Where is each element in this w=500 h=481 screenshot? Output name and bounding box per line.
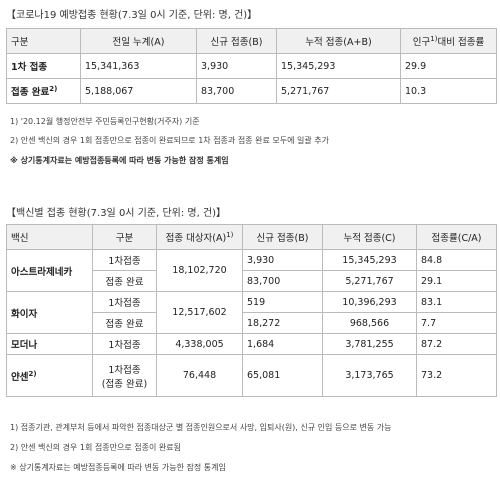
row-label: 1차 접종 bbox=[6, 53, 81, 79]
dose-kind-text: 접종 완료 bbox=[105, 277, 144, 288]
header-text: 인구 bbox=[412, 37, 431, 48]
dose-kind-text: 접종 완료 bbox=[105, 319, 144, 330]
header-row: 백신 구분 접종 대상자(A)1) 신규 접종(B) 누적 접종(C) 접종률(… bbox=[6, 224, 497, 250]
vaccine-text: 아스트라제네카 bbox=[11, 266, 73, 278]
vaccine-table: 백신 구분 접종 대상자(A)1) 신규 접종(B) 누적 접종(C) 접종률(… bbox=[6, 224, 497, 397]
cell: 15,341,363 bbox=[80, 53, 197, 79]
footnote: 2) 안센 백신의 경우 1회 접종만으로 접종이 완료되므로 1차 접종과 접… bbox=[10, 136, 329, 145]
section-title: 【백신별 접종 현황(7.3일 0시 기준, 단위: 명, 건)】 bbox=[6, 208, 227, 219]
section-title: 【코로나19 예방접종 현황(7.3일 0시 기준, 단위: 명, 건)】 bbox=[6, 10, 258, 21]
cell: 5,271,767 bbox=[276, 78, 401, 104]
cell: 15,345,293 bbox=[322, 249, 417, 271]
target-count: 18,102,720 bbox=[156, 249, 243, 292]
row-label: 접종 완료2) bbox=[6, 78, 81, 104]
cell: 5,188,067 bbox=[80, 78, 197, 104]
header-cell: 누적 접종(A+B) bbox=[276, 28, 401, 54]
target-count: 76,448 bbox=[156, 354, 243, 397]
footnote-mark: 1) bbox=[226, 230, 234, 239]
footnote: 1) 접종기관, 관계부처 등에서 파악한 접종대상군 별 접종인원으로서 사망… bbox=[10, 423, 392, 432]
vaccine-text: 화이자 bbox=[11, 308, 38, 320]
cell: 10.3 bbox=[400, 78, 497, 104]
footnote-mark: 2) bbox=[28, 369, 37, 378]
header-cell: 신규 접종(B) bbox=[242, 224, 323, 250]
dose-kind-text: 1차접종 bbox=[108, 298, 141, 309]
cell: 519 bbox=[242, 291, 323, 313]
cell: 18,272 bbox=[242, 312, 323, 334]
cell: 7.7 bbox=[416, 312, 497, 334]
status-table: 구분 전일 누계(A) 신규 접종(B) 누적 접종(A+B) 인구1)대비 접… bbox=[6, 28, 497, 104]
dose-kind: 1차접종 bbox=[92, 333, 157, 355]
cell: 3,930 bbox=[196, 53, 277, 79]
vaccine-text: 얀센 bbox=[11, 371, 29, 383]
cell: 5,271,767 bbox=[322, 270, 417, 292]
header-cell: 전일 누계(A) bbox=[80, 28, 197, 54]
cell: 87.2 bbox=[416, 333, 497, 355]
footnote: 1) '20.12월 행정안전부 주민등록인구현황(거주자) 기준 bbox=[10, 117, 200, 126]
dose-kind: 1차접종 (접종 완료) bbox=[92, 354, 157, 397]
header-cell: 인구1)대비 접종률 bbox=[400, 28, 497, 54]
dose-kind: 접종 완료 bbox=[92, 270, 157, 292]
table-body: 아스트라제네카 1차접종 18,102,720 3,930 15,345,293 84.8… bbox=[6, 249, 497, 397]
cell: 15,345,293 bbox=[276, 53, 401, 79]
header-text: 대비 접종률 bbox=[437, 37, 485, 48]
label-text: 접종 완료 bbox=[11, 87, 50, 98]
cell: 968,566 bbox=[322, 312, 417, 334]
dose-kind-text: 1차접종 bbox=[108, 256, 141, 267]
cell: 3,781,255 bbox=[322, 333, 417, 355]
row: 접종 완료2) 5,188,067 83,700 5,271,767 10.3 bbox=[6, 78, 497, 104]
footnote: ※ 상기통계자료는 예방접종등록에 따라 변동 가능한 잠정 통계임 bbox=[10, 156, 229, 165]
vaccine-name: 얀센2) bbox=[6, 354, 93, 397]
cell: 83,700 bbox=[242, 270, 323, 292]
vaccine-name: 아스트라제네카 bbox=[6, 249, 93, 292]
cell: 73.2 bbox=[416, 354, 497, 397]
cell: 84.8 bbox=[416, 249, 497, 271]
cell: 83,700 bbox=[196, 78, 277, 104]
footnote: ※ 상기통계자료는 예방접종등록에 따라 변동 가능한 잠정 통계임 bbox=[10, 463, 226, 472]
row: 아스트라제네카 1차접종 18,102,720 3,930 15,345,293 84.8 bbox=[6, 249, 497, 292]
dose-kind-text: 1차접종 bbox=[108, 364, 141, 376]
dose-kind: 1차접종 bbox=[92, 291, 157, 313]
cell: 3,930 bbox=[242, 249, 323, 271]
header-cell: 백신 bbox=[6, 224, 93, 250]
header-cell: 신규 접종(B) bbox=[196, 28, 277, 54]
footnote-mark: 1) bbox=[430, 34, 438, 43]
dose-kind: 1차접종 bbox=[92, 249, 157, 271]
cell: 83.1 bbox=[416, 291, 497, 313]
target-count: 4,338,005 bbox=[156, 333, 243, 355]
cell: 1,684 bbox=[242, 333, 323, 355]
header-cell: 누적 접종(C) bbox=[322, 224, 417, 250]
header-cell: 접종 대상자(A)1) bbox=[156, 224, 243, 250]
dose-kind-text: 1차접종 bbox=[108, 340, 141, 351]
footnote-mark: 2) bbox=[49, 84, 58, 93]
cell: 29.1 bbox=[416, 270, 497, 292]
vaccine-name: 모더나 bbox=[6, 333, 93, 355]
dose-kind: 접종 완료 bbox=[92, 312, 157, 334]
row: 얀센2) 1차접종 (접종 완료) 76,448 65,081 3,173,765 73.2 bbox=[6, 354, 497, 397]
dose-kind-text: (접종 완료) bbox=[101, 378, 148, 390]
cell: 10,396,293 bbox=[322, 291, 417, 313]
cell: 29.9 bbox=[400, 53, 497, 79]
target-count: 12,517,602 bbox=[156, 291, 243, 334]
header-cell: 구분 bbox=[6, 28, 81, 54]
header-row: 구분 전일 누계(A) 신규 접종(B) 누적 접종(A+B) 인구1)대비 접… bbox=[6, 28, 497, 54]
header-cell: 접종률(C/A) bbox=[416, 224, 497, 250]
vaccine-name: 화이자 bbox=[6, 291, 93, 334]
cell: 3,173,765 bbox=[322, 354, 417, 397]
cell: 65,081 bbox=[242, 354, 323, 397]
row: 1차 접종 15,341,363 3,930 15,345,293 29.9 bbox=[6, 53, 497, 79]
header-cell: 구분 bbox=[92, 224, 157, 250]
footnote: 2) 안센 백신의 경우 1회 접종만으로 접종이 완료됨 bbox=[10, 443, 181, 452]
header-text: 접종 대상자(A) bbox=[165, 233, 227, 244]
row: 화이자 1차접종 12,517,602 519 10,396,293 83.1 bbox=[6, 291, 497, 334]
vaccine-text: 모더나 bbox=[11, 340, 38, 351]
row: 모더나 1차접종 4,338,005 1,684 3,781,255 87.2 bbox=[6, 333, 497, 355]
